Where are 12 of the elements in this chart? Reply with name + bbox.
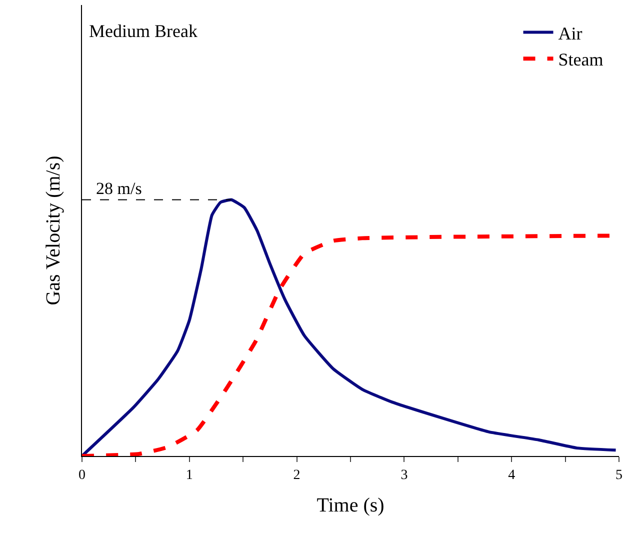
- legend-label: Steam: [558, 50, 604, 70]
- x-tick-label: 5: [616, 468, 622, 483]
- chart-title: Medium Break: [89, 21, 198, 41]
- y-axis-title: Gas Velocity (m/s): [42, 156, 64, 306]
- x-axis-title: Time (s): [316, 494, 384, 516]
- x-tick-label: 0: [78, 468, 86, 483]
- annotation: 28 m/s: [96, 179, 142, 198]
- x-tick-label: 4: [508, 468, 516, 483]
- x-tick-label: 1: [186, 468, 193, 483]
- legend-label: Air: [558, 23, 582, 44]
- x-tick-label: 2: [293, 468, 300, 483]
- x-tick-label: 3: [400, 468, 408, 483]
